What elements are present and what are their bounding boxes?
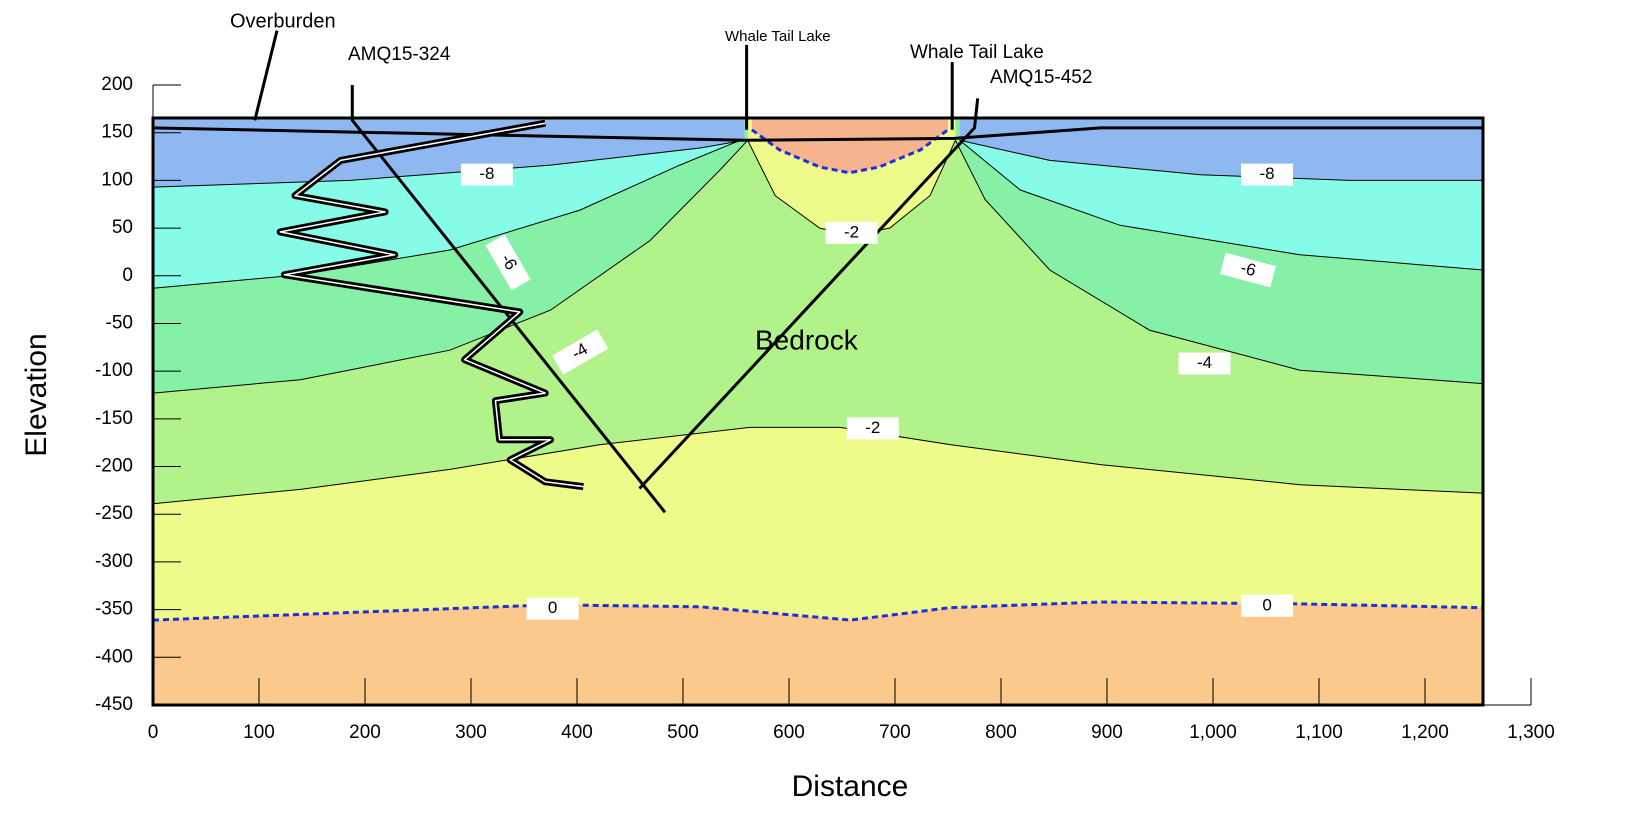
contour-band: [751, 118, 948, 173]
contour-line: [153, 139, 741, 289]
x-tick-label: 300: [455, 722, 487, 743]
contour-line: [959, 139, 1483, 271]
contour-line: [959, 139, 1483, 181]
x-tick-label: 100: [243, 722, 275, 743]
contour-label-box: [460, 163, 513, 186]
x-tick-label: 900: [1091, 722, 1123, 743]
x-tick-label: 0: [148, 722, 159, 743]
section-line: [152, 126, 1484, 142]
contour-label-box: [526, 597, 579, 620]
contour-label: -2: [846, 417, 899, 440]
x-tick-label: 500: [667, 722, 699, 743]
annotation: Bedrock: [755, 324, 859, 355]
profile: [279, 122, 584, 488]
contour-label-box: [1178, 352, 1231, 375]
contour-label: 0: [526, 597, 579, 620]
contour-label-box: [1241, 594, 1294, 617]
contour-line: [153, 600, 1483, 622]
contour-label-text: -8: [1259, 164, 1274, 183]
contour-label-text: -2: [865, 418, 880, 437]
contour-band: [959, 118, 1483, 181]
section-line: [638, 98, 980, 490]
contour-line: [954, 140, 1483, 385]
x-tick-label: 700: [879, 722, 911, 743]
contour-label: -2: [825, 221, 878, 244]
contour-label: -4: [552, 329, 609, 375]
section-line: [350, 85, 667, 514]
contour-label-box: [485, 234, 531, 291]
contour-label-text: -4: [1197, 353, 1212, 372]
x-tick-label: 1,000: [1189, 722, 1237, 743]
x-tick-label: 800: [985, 722, 1017, 743]
x-tick-label: 1,300: [1507, 722, 1555, 743]
contour-label: -6: [485, 234, 531, 291]
x-tick-label: 200: [349, 722, 381, 743]
annotation: Whale Tail Lake: [725, 28, 831, 45]
x-tick-label: 400: [561, 722, 593, 743]
y-tick-label: -450: [95, 694, 133, 715]
contour-fills: [153, 118, 1483, 705]
contour-band: [153, 118, 745, 188]
x-tick-label: 1,200: [1401, 722, 1449, 743]
contour-label-text: 0: [1262, 595, 1271, 614]
y-tick-label: -200: [95, 456, 133, 477]
y-tick-label: 50: [112, 217, 133, 238]
x-tick-label: 600: [773, 722, 805, 743]
contour-label-text: -2: [844, 222, 859, 241]
contour-label-text: -6: [1238, 258, 1258, 280]
contour-label-text: -8: [479, 164, 494, 183]
contour-label-box: [1241, 163, 1294, 186]
annotation: AMQ15-324: [348, 44, 451, 65]
y-tick-label: -250: [95, 503, 133, 524]
contour-label-box: [1220, 252, 1276, 288]
annotation: AMQ15-452: [990, 67, 1092, 88]
contour-label-box: [846, 417, 899, 440]
annotation: Whale Tail Lake: [910, 42, 1044, 63]
y-tick-label: 100: [101, 169, 133, 190]
y-tick-label: -400: [95, 646, 133, 667]
contour-label-box: [552, 329, 609, 375]
overlay: -8 -8-6 -6-4 -4-2-20 0-450-400-350-300-250-2…: [95, 10, 1555, 743]
contour-line: [153, 426, 1483, 505]
y-tick-label: -150: [95, 408, 133, 429]
y-tick-label: 0: [122, 265, 133, 286]
contour-label: -8: [1241, 163, 1294, 186]
contour-label: -8: [460, 163, 513, 186]
contour-label: -6: [1220, 252, 1276, 288]
y-tick-label: -350: [95, 599, 133, 620]
y-axis-label: Elevation: [20, 333, 53, 456]
annotation: Overburden: [230, 10, 336, 32]
contour-label: -4: [1178, 352, 1231, 375]
contour-label-box: [825, 221, 878, 244]
contour-line: [153, 139, 749, 394]
y-tick-label: -100: [95, 360, 133, 381]
contour-label: 0: [1241, 594, 1294, 617]
contour-label-text: 0: [548, 598, 557, 617]
section-line: [253, 30, 279, 121]
y-tick-label: 200: [101, 74, 133, 95]
contour-line: [153, 139, 745, 188]
x-axis-label: Distance: [792, 770, 909, 803]
y-tick-label: -300: [95, 551, 133, 572]
y-tick-label: 150: [101, 122, 133, 143]
contour-line: [751, 128, 949, 175]
y-tick-label: -50: [106, 312, 133, 333]
x-tick-label: 1,100: [1295, 722, 1343, 743]
